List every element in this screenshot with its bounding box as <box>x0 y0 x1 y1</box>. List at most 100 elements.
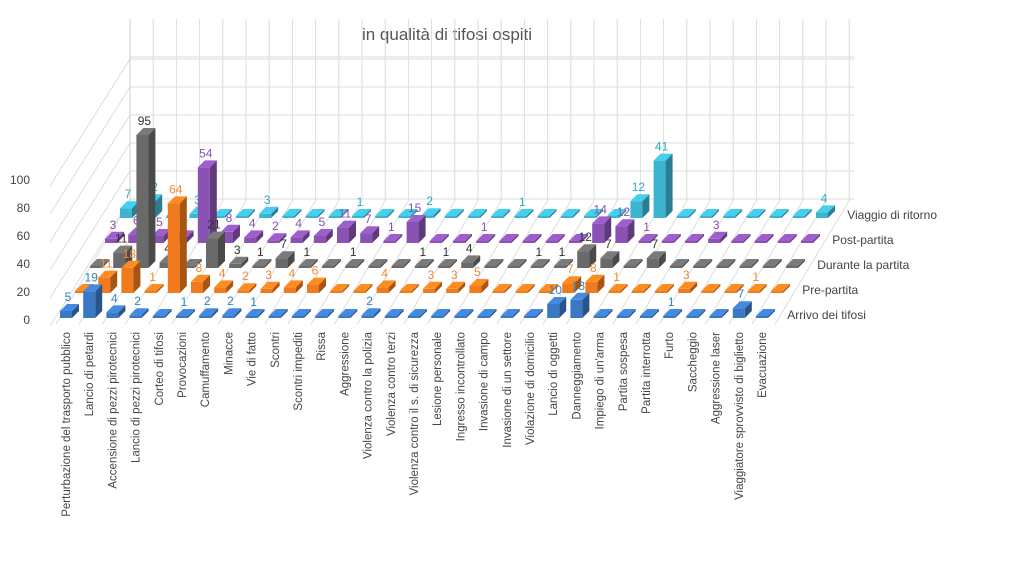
bar-front <box>361 315 374 318</box>
bar-front <box>700 216 712 218</box>
bar-top <box>268 309 288 316</box>
bar-front <box>222 315 235 318</box>
bar <box>630 194 650 218</box>
bar-front <box>716 266 729 268</box>
bar-front <box>569 241 581 243</box>
bar-front <box>189 213 202 218</box>
bar-side <box>257 309 265 318</box>
bar-side <box>534 234 542 243</box>
bar-front <box>453 241 465 243</box>
data-label: 1 <box>303 245 310 259</box>
bar-side <box>589 244 597 268</box>
bar-top <box>777 234 797 241</box>
bar-front <box>754 241 767 243</box>
bar <box>60 304 79 318</box>
bar-side <box>503 209 511 218</box>
bar-front <box>469 286 482 293</box>
bar-front <box>423 288 435 293</box>
bar <box>121 260 141 293</box>
bar-top <box>786 259 805 266</box>
bar-side <box>287 251 295 268</box>
bar-front <box>159 262 172 268</box>
bar-top <box>282 209 302 216</box>
bar-top <box>792 209 812 216</box>
bar <box>631 284 651 293</box>
bar-front <box>338 316 351 318</box>
bar <box>90 259 109 268</box>
data-label: 8 <box>196 261 203 275</box>
bar-front <box>739 266 752 268</box>
bar-top <box>600 251 620 259</box>
bar <box>491 209 511 218</box>
bar-front <box>499 241 512 243</box>
bar-side <box>458 281 466 293</box>
data-label: 3 <box>428 268 435 282</box>
bar-side <box>211 308 219 318</box>
bar-top <box>414 259 434 266</box>
bar <box>769 209 789 218</box>
bar-side <box>249 283 257 293</box>
bar-side <box>690 281 698 293</box>
bar <box>655 284 674 293</box>
bar <box>678 281 698 293</box>
bar-front <box>406 222 419 243</box>
bar <box>731 234 751 243</box>
bar <box>406 215 426 243</box>
bar <box>615 219 635 243</box>
bar-side <box>350 309 358 318</box>
bar-side <box>635 259 643 268</box>
bar-top <box>709 309 729 316</box>
bar-top <box>731 234 751 241</box>
data-label: 2 <box>134 294 141 308</box>
bar-side <box>798 259 805 268</box>
bar-front <box>399 291 412 293</box>
bar <box>292 309 311 318</box>
bar-side <box>295 280 303 293</box>
bar-top <box>221 224 240 232</box>
bar-side <box>789 234 797 243</box>
bar-side <box>735 209 743 218</box>
bar <box>476 234 496 243</box>
bar <box>585 274 605 293</box>
bar-side <box>605 309 613 318</box>
bar-front <box>212 216 225 218</box>
bar-side <box>466 309 474 318</box>
bar-top <box>530 259 550 266</box>
floor-line <box>774 198 851 325</box>
bar-top <box>429 234 449 241</box>
bar <box>569 234 588 243</box>
bar-top <box>701 284 721 291</box>
x-tick-label: Danneggiamento <box>571 332 583 420</box>
bar-top <box>468 209 487 216</box>
bar-side <box>271 206 279 218</box>
bar-front <box>199 315 212 318</box>
bar-top <box>290 230 310 238</box>
bar-side <box>557 234 565 243</box>
data-label: 8 <box>590 261 597 275</box>
bar <box>676 209 696 218</box>
bar-side <box>551 284 558 293</box>
data-label: 1 <box>668 295 675 309</box>
bar-side <box>148 128 156 268</box>
bar <box>716 259 736 268</box>
x-tick-label: Impiego di un'arma <box>595 331 607 429</box>
side-gridline <box>49 58 131 187</box>
bar-side <box>721 309 729 318</box>
x-axis-labels: Perturbazione del trasporto pubblico Lanc… <box>61 331 769 516</box>
data-label: 2 <box>242 269 249 283</box>
bar-top <box>607 209 627 216</box>
bar-side <box>410 209 418 218</box>
bar-top <box>560 209 580 216</box>
x-tick-label: Scontri impediti <box>293 332 305 411</box>
bar-top <box>307 277 326 285</box>
bar-top <box>313 229 333 236</box>
bar <box>252 259 272 268</box>
bar-side <box>465 234 472 243</box>
y-tick-label: 40 <box>17 257 31 271</box>
bar-front <box>313 236 326 243</box>
bar-top <box>484 259 504 266</box>
bar-top <box>444 209 464 216</box>
data-label: 1 <box>388 220 395 234</box>
bar-top <box>655 284 674 291</box>
bar-front <box>708 238 721 243</box>
